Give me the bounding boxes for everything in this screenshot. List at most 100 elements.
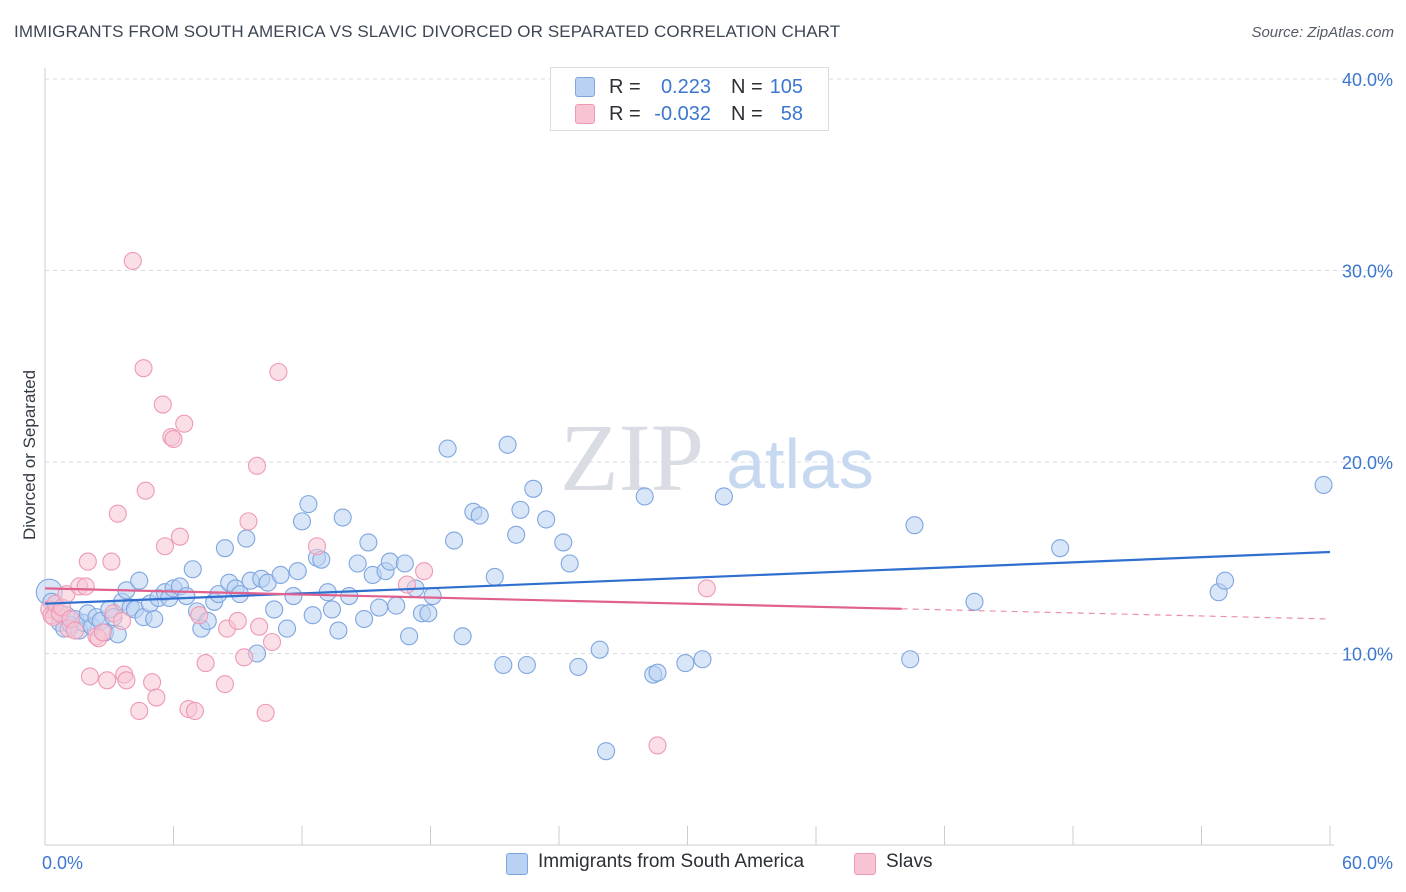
- point-slavs: [415, 562, 434, 581]
- legend-n-label: N =: [731, 76, 763, 98]
- chart-title: IMMIGRANTS FROM SOUTH AMERICA VS SLAVIC …: [14, 22, 841, 41]
- point-immigrants: [370, 598, 389, 617]
- point-immigrants: [400, 627, 419, 646]
- grid-lines: [45, 78, 1392, 654]
- point-slavs: [250, 617, 269, 636]
- point-slavs: [269, 362, 288, 382]
- point-slavs: [108, 504, 127, 523]
- point-immigrants: [329, 621, 348, 640]
- point-immigrants: [284, 586, 303, 606]
- point-immigrants: [453, 627, 472, 646]
- point-immigrants: [635, 487, 654, 506]
- point-immigrants: [322, 600, 342, 619]
- point-slavs: [239, 512, 258, 531]
- legend-n-value: 105: [769, 76, 803, 98]
- point-immigrants: [387, 596, 406, 615]
- point-immigrants: [517, 655, 536, 675]
- point-immigrants: [145, 609, 164, 629]
- point-slavs: [175, 414, 194, 433]
- point-immigrants: [498, 435, 517, 454]
- legend-n-value: 58: [780, 103, 803, 125]
- y-axis-label: Divorced or Separated: [20, 369, 39, 541]
- point-immigrants: [380, 552, 399, 571]
- point-slavs: [262, 632, 282, 652]
- point-slavs: [235, 648, 254, 667]
- point-slavs: [134, 359, 153, 378]
- point-immigrants: [395, 554, 414, 573]
- point-immigrants: [445, 531, 464, 550]
- point-immigrants: [130, 571, 149, 590]
- point-immigrants: [1051, 539, 1070, 558]
- point-slavs: [228, 611, 247, 630]
- point-immigrants: [423, 586, 442, 606]
- point-immigrants: [590, 640, 609, 659]
- point-slavs: [256, 703, 275, 722]
- y-tick-label: 40.0%: [1342, 70, 1393, 90]
- point-slavs: [648, 736, 667, 755]
- point-immigrants: [348, 554, 367, 573]
- bottom-legend-label: Slavs: [886, 851, 933, 872]
- point-immigrants: [693, 650, 712, 669]
- point-immigrants: [299, 495, 318, 514]
- point-slavs: [113, 611, 132, 630]
- point-slavs: [117, 671, 136, 690]
- point-slavs: [123, 251, 142, 270]
- tick-labels: 10.0% 20.0% 30.0% 40.0% 0.0% 60.0%: [42, 70, 1393, 873]
- legend-row-slavs: R = -0.032 N = 58: [551, 101, 828, 127]
- point-slavs: [215, 675, 234, 694]
- point-immigrants: [1216, 571, 1235, 590]
- point-slavs: [78, 552, 97, 571]
- point-slavs: [155, 537, 174, 556]
- bottom-legend-label: Immigrants from South America: [538, 851, 805, 872]
- point-slavs: [164, 429, 183, 449]
- point-slavs: [196, 654, 215, 673]
- point-slavs: [170, 527, 189, 546]
- point-immigrants: [359, 533, 378, 552]
- point-immigrants: [303, 606, 322, 625]
- point-immigrants: [177, 586, 196, 606]
- point-slavs: [153, 395, 172, 414]
- y-tick-label: 20.0%: [1342, 453, 1393, 473]
- legend-r-value: -0.032: [654, 103, 711, 125]
- x-tick-label: 60.0%: [1342, 853, 1393, 873]
- point-slavs: [136, 481, 155, 500]
- point-immigrants: [237, 529, 256, 548]
- point-immigrants: [209, 585, 228, 604]
- point-immigrants: [511, 500, 530, 519]
- point-immigrants: [569, 657, 588, 676]
- legend-r-label: R =: [609, 76, 641, 98]
- legend-swatch-blue: [575, 77, 595, 97]
- x-tick-label: 0.0%: [42, 853, 83, 873]
- point-slavs: [65, 621, 85, 640]
- point-immigrants: [288, 562, 307, 581]
- watermark-zip: ZIP: [560, 404, 704, 511]
- point-immigrants: [277, 619, 297, 638]
- point-immigrants: [905, 516, 924, 535]
- bottom-swatch-pink: [854, 853, 876, 875]
- trend-line-slavs: [44, 587, 902, 610]
- point-slavs: [130, 701, 149, 721]
- trend-line-slavs-dashed: [901, 608, 1331, 620]
- point-slavs: [307, 537, 327, 556]
- legend-n-label: N =: [731, 103, 763, 125]
- legend-swatch-pink: [575, 104, 595, 124]
- point-slavs: [93, 623, 112, 642]
- point-immigrants: [560, 554, 579, 573]
- point-immigrants: [292, 512, 312, 531]
- point-immigrants: [597, 742, 616, 761]
- point-slavs: [247, 456, 267, 475]
- point-slavs: [147, 688, 166, 707]
- point-immigrants: [438, 439, 457, 458]
- correlation-legend: R = 0.223 N = 105 R = -0.032 N = 58: [550, 67, 829, 131]
- axes: [44, 68, 1334, 846]
- y-tick-label: 30.0%: [1342, 262, 1393, 282]
- point-slavs: [80, 667, 100, 686]
- point-slavs: [98, 671, 117, 690]
- bottom-swatch-blue: [506, 853, 528, 875]
- point-immigrants: [1314, 475, 1333, 495]
- point-immigrants: [965, 592, 984, 611]
- point-immigrants: [554, 533, 573, 552]
- point-slavs: [190, 606, 209, 625]
- point-immigrants: [494, 655, 513, 675]
